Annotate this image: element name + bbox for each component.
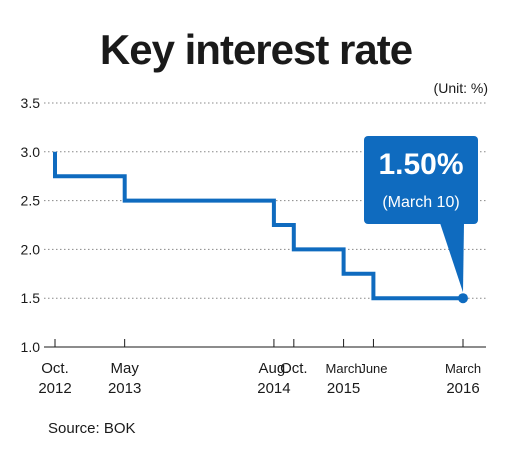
x-tick-label: March xyxy=(445,361,481,376)
unit-label: (Unit: %) xyxy=(433,80,488,96)
chart-title: Key interest rate xyxy=(99,26,413,73)
x-tick-year: 2013 xyxy=(108,380,141,397)
series-line xyxy=(53,151,463,301)
y-tick-label: 2.5 xyxy=(21,193,41,209)
y-tick-label: 2.0 xyxy=(21,241,41,257)
x-tick-label: May xyxy=(110,360,139,377)
y-tick-label: 3.0 xyxy=(21,144,41,160)
x-tick-label: Oct. xyxy=(280,360,308,377)
x-tick-year: 2014 xyxy=(257,380,290,397)
x-tick-label: March xyxy=(326,361,362,376)
x-tick-label: June xyxy=(359,361,387,376)
y-tick-label: 1.5 xyxy=(21,290,41,306)
x-tick-year: 2015 xyxy=(327,380,360,397)
source-note: Source: BOK xyxy=(48,420,136,437)
series-layer xyxy=(53,151,468,304)
y-tick-label: 1.0 xyxy=(21,339,41,355)
callout: 1.50% (March 10) xyxy=(364,136,478,293)
x-tick-label: Oct. xyxy=(41,360,69,377)
callout-pointer xyxy=(440,223,464,293)
data-point xyxy=(458,293,468,304)
y-tick-label: 3.5 xyxy=(21,95,41,111)
y-axis: 1.0 1.5 2.0 2.5 3.0 3.5 xyxy=(21,95,41,355)
x-tick-year: 2016 xyxy=(446,380,479,397)
x-tick-year: 2012 xyxy=(38,380,71,397)
callout-value: 1.50% xyxy=(378,148,463,181)
x-tick-label: Aug. xyxy=(258,360,289,377)
callout-box xyxy=(364,136,478,224)
callout-date: (March 10) xyxy=(382,194,459,211)
x-axis: Oct. 2012 May 2013 Aug. 2014 Oct. March 2015 June… xyxy=(38,339,481,397)
